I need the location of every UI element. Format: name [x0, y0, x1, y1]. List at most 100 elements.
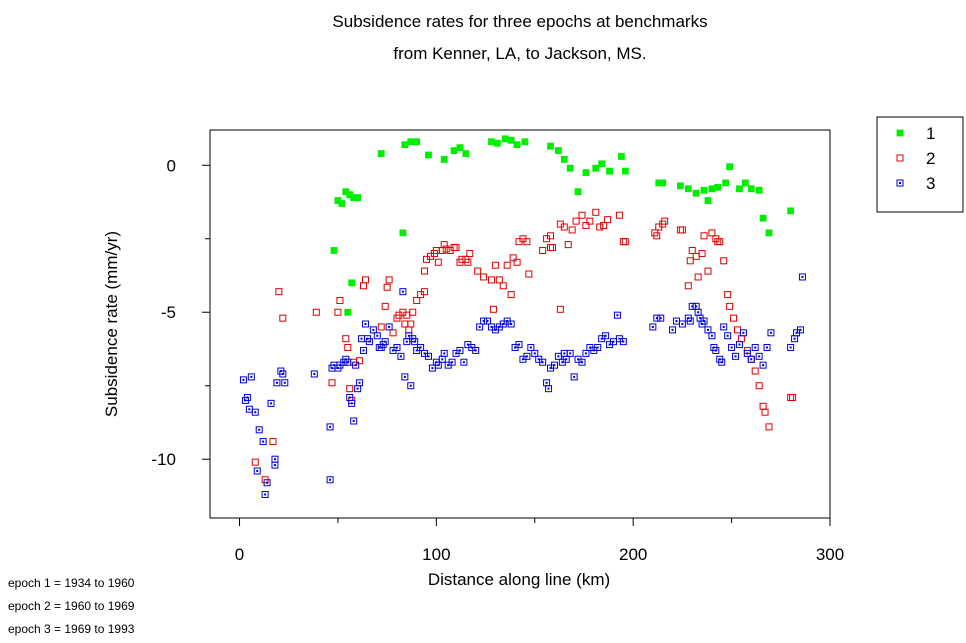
data-point — [385, 276, 393, 284]
data-point — [743, 349, 751, 357]
data-point-center — [378, 346, 381, 349]
data-point-center — [401, 290, 404, 293]
data-point-center — [455, 352, 458, 355]
data-point — [704, 267, 712, 275]
data-point-center — [250, 375, 253, 378]
data-point — [718, 358, 726, 366]
data-point — [759, 361, 767, 369]
chart-title-block: Subsidence rates for three epochs at ben… — [210, 6, 830, 70]
data-point-center — [273, 458, 276, 461]
data-point-center — [569, 352, 572, 355]
data-point-center — [248, 408, 251, 411]
data-point — [578, 211, 586, 219]
data-point-center — [592, 349, 595, 352]
data-point-center — [671, 328, 674, 331]
data-point — [417, 344, 425, 352]
data-point — [407, 382, 415, 390]
data-point — [279, 314, 287, 322]
series-1 — [330, 135, 795, 316]
data-point-center — [437, 364, 440, 367]
data-point-center — [392, 349, 395, 352]
data-point — [383, 283, 391, 291]
data-point — [421, 288, 429, 296]
data-point — [556, 305, 564, 313]
data-point — [440, 241, 448, 249]
data-point-center — [706, 328, 709, 331]
data-point-center — [565, 358, 568, 361]
data-point — [464, 258, 472, 266]
data-point — [737, 335, 745, 343]
data-point — [578, 358, 586, 366]
data-point-center — [399, 355, 402, 358]
data-point — [678, 226, 686, 234]
data-point-center — [525, 355, 528, 358]
data-point — [659, 179, 667, 187]
data-point-center — [338, 364, 341, 367]
data-point — [484, 317, 492, 325]
data-point — [365, 338, 373, 346]
data-point — [425, 151, 432, 159]
data-point — [251, 408, 259, 416]
data-point — [787, 207, 795, 215]
data-point-center — [722, 325, 725, 328]
data-point — [724, 291, 732, 299]
data-point-center — [730, 346, 733, 349]
legend-label-1: 1 — [926, 124, 935, 143]
data-point — [684, 282, 692, 290]
x-tick-label: 300 — [816, 545, 844, 564]
data-point — [338, 200, 346, 207]
data-point-center — [466, 343, 469, 346]
data-point-center — [478, 325, 481, 328]
data-point — [328, 379, 336, 387]
data-point — [267, 399, 275, 407]
data-point-center — [470, 346, 473, 349]
data-point-center — [474, 349, 477, 352]
data-point — [570, 373, 578, 381]
data-point — [686, 317, 694, 325]
data-point-center — [608, 343, 611, 346]
data-point-center — [581, 361, 583, 364]
data-point — [405, 326, 413, 334]
data-point — [450, 147, 458, 154]
data-point — [789, 393, 797, 401]
data-point — [547, 142, 554, 150]
data-point — [604, 216, 612, 224]
data-point — [253, 467, 261, 475]
data-point — [271, 455, 279, 463]
data-point — [350, 417, 358, 425]
data-point — [613, 311, 621, 319]
legend-marker-3 — [896, 179, 904, 187]
data-point — [499, 282, 507, 290]
data-point-center — [742, 331, 745, 334]
data-point — [761, 408, 769, 416]
data-point-center — [766, 346, 769, 349]
data-point-center — [596, 346, 599, 349]
data-point — [566, 164, 574, 172]
data-point — [602, 332, 610, 340]
data-point — [411, 338, 419, 346]
data-point — [562, 355, 570, 363]
epoch-note-1: epoch 1 = 1934 to 1960 — [8, 576, 135, 590]
data-point — [438, 247, 446, 255]
data-point — [596, 223, 604, 231]
data-point-center — [577, 358, 580, 361]
data-point-center — [413, 340, 416, 343]
data-point — [708, 229, 716, 237]
data-point-center — [703, 320, 706, 323]
data-point — [600, 222, 608, 230]
data-point — [796, 326, 804, 334]
data-point — [507, 320, 515, 328]
data-point-center — [699, 317, 702, 320]
data-point-center — [616, 314, 619, 317]
data-point — [732, 352, 740, 360]
data-point-center — [549, 367, 552, 370]
data-point-center — [409, 384, 412, 387]
data-point — [243, 393, 251, 401]
data-point-center — [734, 355, 737, 358]
data-point — [360, 282, 368, 290]
data-point-center — [557, 355, 560, 358]
data-point — [586, 217, 594, 225]
data-point-center — [695, 305, 698, 308]
data-point-center — [415, 349, 418, 352]
data-point-center — [352, 420, 355, 422]
